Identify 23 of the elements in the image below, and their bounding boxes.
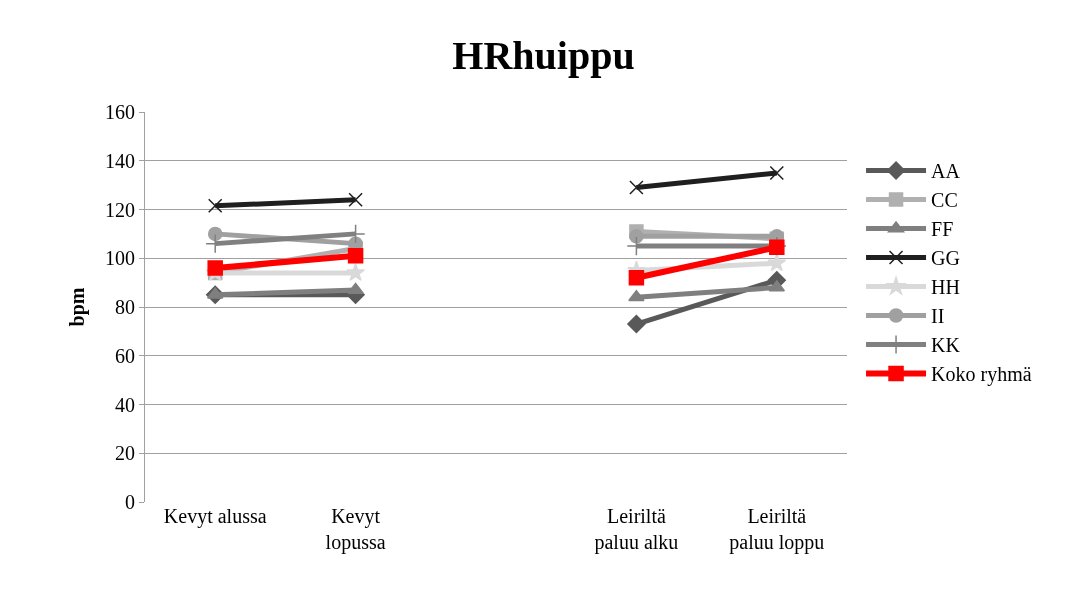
legend-label: KK <box>931 334 961 357</box>
legend-label: FF <box>931 218 954 241</box>
chart-title: HRhuippu <box>452 33 635 79</box>
y-tick-label: 160 <box>105 101 135 123</box>
legend-label: CC <box>931 189 958 212</box>
legend-label: GG <box>931 247 960 270</box>
y-tick-label: 20 <box>115 442 135 465</box>
legend-label: II <box>931 305 945 328</box>
y-tick-label: 140 <box>105 149 135 172</box>
y-tick-label: 120 <box>105 198 135 221</box>
y-tick-label: 60 <box>115 344 135 367</box>
x-tick-label: Leiriltä paluu loppu <box>729 505 825 554</box>
legend-label: AA <box>931 160 961 183</box>
y-tick-label: 100 <box>105 247 135 270</box>
x-tick-label: Kevyt alussa <box>163 505 267 528</box>
x-tick-label: Leiriltä paluu alku <box>594 505 679 554</box>
x-tick-label: Kevyt lopussa <box>325 505 386 554</box>
legend-label: Koko ryhmä <box>931 363 1032 387</box>
y-tick-label: 80 <box>115 296 135 318</box>
y-tick-label: 0 <box>125 491 135 513</box>
y-tick-label: 40 <box>115 393 135 416</box>
y-axis-title: bpm <box>65 287 89 327</box>
legend-label: HH <box>931 276 960 299</box>
